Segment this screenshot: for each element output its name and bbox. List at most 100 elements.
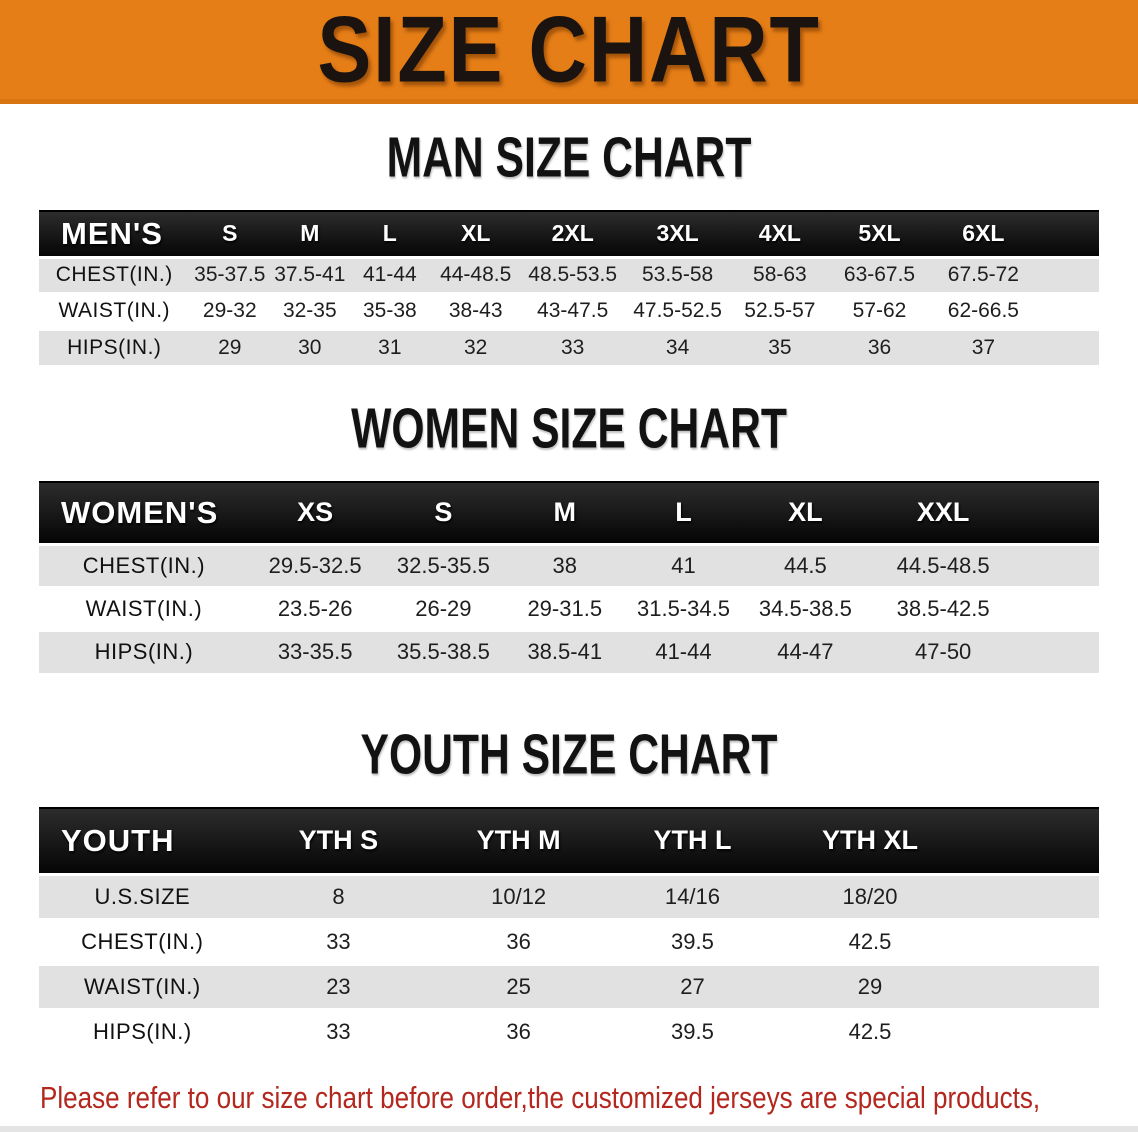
men-size-column-header: M xyxy=(270,210,350,259)
youth-section-heading: YOUTH SIZE CHART xyxy=(360,723,778,787)
size-value-cell: 44-47 xyxy=(742,628,868,673)
size-value-cell: 44-48.5 xyxy=(430,255,522,293)
size-value-cell: 26-29 xyxy=(381,585,506,630)
size-value-cell: 62-66.5 xyxy=(930,291,1037,329)
youth-header-row: YOUTH YTH S YTH M YTH L YTH XL xyxy=(39,807,1099,876)
size-value-cell: 35.5-38.5 xyxy=(381,628,506,673)
size-value-cell: 33 xyxy=(521,327,625,365)
size-value-cell: 35-38 xyxy=(349,291,431,329)
size-value-cell: 14/16 xyxy=(606,872,779,919)
size-value-cell: 41-44 xyxy=(349,255,431,293)
women-table-header: WOMEN'S XS S M L XL XXL xyxy=(39,481,1099,546)
women-table-row: HIPS(IN.) 33-35.5 35.5-38.5 38.5-41 41-44 44-… xyxy=(39,628,1099,673)
youth-size-column-header: YTH S xyxy=(245,807,432,876)
size-value-cell: 34 xyxy=(624,327,732,365)
women-size-table: WOMEN'S XS S M L XL XXL CHEST(IN.) 29.5-32.5 32.… xyxy=(39,481,1099,673)
size-value-cell: 33 xyxy=(245,917,432,964)
size-value-cell: 36 xyxy=(828,327,931,365)
size-value-cell: 35 xyxy=(731,327,829,365)
filler-cell xyxy=(1036,291,1099,329)
youth-corner-label: YOUTH xyxy=(39,807,246,876)
men-size-column-header: 5XL xyxy=(828,210,931,259)
size-value-cell: 32 xyxy=(430,327,522,365)
women-corner-label: WOMEN'S xyxy=(39,481,249,546)
filler-cell xyxy=(961,1007,1099,1054)
women-header-row: WOMEN'S XS S M L XL XXL xyxy=(39,481,1099,546)
women-table-row: WAIST(IN.) 23.5-26 26-29 29-31.5 31.5-34.5 34… xyxy=(39,585,1099,630)
measurement-row-label: CHEST(IN.) xyxy=(39,542,249,587)
measurement-row-label: WAIST(IN.) xyxy=(39,291,190,329)
measurement-row-label: WAIST(IN.) xyxy=(39,962,246,1009)
filler-cell xyxy=(1036,327,1099,365)
size-value-cell: 38-43 xyxy=(430,291,522,329)
men-table-row: CHEST(IN.) 35-37.5 37.5-41 41-44 44-48.5 48.5… xyxy=(39,255,1099,293)
size-value-cell: 23 xyxy=(245,962,432,1009)
women-size-column-header: L xyxy=(624,481,743,546)
size-value-cell: 48.5-53.5 xyxy=(521,255,625,293)
men-table-row: HIPS(IN.) 29 30 31 32 33 34 35 36 37 xyxy=(39,327,1099,365)
men-header-row: MEN'S S M L XL 2XL 3XL 4XL 5XL 6XL xyxy=(39,210,1099,259)
size-value-cell: 8 xyxy=(245,872,432,919)
men-section-heading: MAN SIZE CHART xyxy=(386,126,752,190)
youth-size-column-header: YTH XL xyxy=(778,807,962,876)
order-disclaimer: Please refer to our size chart before or… xyxy=(40,1078,1138,1132)
size-value-cell: 63-67.5 xyxy=(828,255,931,293)
filler-cell xyxy=(961,962,1099,1009)
youth-table-body: U.S.SIZE 8 10/12 14/16 18/20 CHEST(IN.) 33 36 39… xyxy=(39,872,1099,1054)
size-value-cell: 33 xyxy=(245,1007,432,1054)
women-table-body: CHEST(IN.) 29.5-32.5 32.5-35.5 38 41 44.5 44.5… xyxy=(39,542,1099,673)
women-size-column-header: XXL xyxy=(867,481,1019,546)
size-value-cell: 42.5 xyxy=(778,917,962,964)
size-value-cell: 44.5 xyxy=(742,542,868,587)
men-corner-label: MEN'S xyxy=(39,210,190,259)
men-size-column-header: 3XL xyxy=(624,210,732,259)
youth-table-row: HIPS(IN.) 33 36 39.5 42.5 xyxy=(39,1007,1099,1054)
size-value-cell: 38.5-41 xyxy=(505,628,625,673)
measurement-row-label: WAIST(IN.) xyxy=(39,585,249,630)
filler-cell xyxy=(961,872,1099,919)
size-value-cell: 43-47.5 xyxy=(521,291,625,329)
men-table-row: WAIST(IN.) 29-32 32-35 35-38 38-43 43-47.5 47.… xyxy=(39,291,1099,329)
youth-table-row: WAIST(IN.) 23 25 27 29 xyxy=(39,962,1099,1009)
size-value-cell: 29 xyxy=(189,327,271,365)
women-section-heading: WOMEN SIZE CHART xyxy=(351,397,787,461)
men-size-column-header: XL xyxy=(430,210,522,259)
men-size-column-header: 4XL xyxy=(731,210,829,259)
size-value-cell: 44.5-48.5 xyxy=(867,542,1019,587)
size-value-cell: 38.5-42.5 xyxy=(867,585,1019,630)
men-table-header: MEN'S S M L XL 2XL 3XL 4XL 5XL 6XL xyxy=(39,210,1099,259)
size-value-cell: 42.5 xyxy=(778,1007,962,1054)
size-value-cell: 32-35 xyxy=(270,291,350,329)
size-value-cell: 31 xyxy=(349,327,431,365)
size-value-cell: 34.5-38.5 xyxy=(742,585,868,630)
size-value-cell: 27 xyxy=(606,962,779,1009)
size-value-cell: 47.5-52.5 xyxy=(624,291,732,329)
measurement-row-label: CHEST(IN.) xyxy=(39,255,190,293)
youth-size-column-header: YTH L xyxy=(606,807,779,876)
size-value-cell: 36 xyxy=(431,1007,607,1054)
filler-cell xyxy=(1018,542,1099,587)
measurement-row-label: HIPS(IN.) xyxy=(39,1007,246,1054)
banner: SIZE CHART xyxy=(0,0,1138,104)
men-size-column-header: 2XL xyxy=(521,210,625,259)
size-value-cell: 31.5-34.5 xyxy=(624,585,743,630)
size-value-cell: 41 xyxy=(624,542,743,587)
size-value-cell: 36 xyxy=(431,917,607,964)
size-value-cell: 10/12 xyxy=(431,872,607,919)
youth-size-table: YOUTH YTH S YTH M YTH L YTH XL U.S.SIZE 8 10/1… xyxy=(39,807,1099,1054)
size-value-cell: 67.5-72 xyxy=(930,255,1037,293)
men-size-table: MEN'S S M L XL 2XL 3XL 4XL 5XL 6XL CHEST(IN.) 35-3… xyxy=(39,210,1099,365)
filler-cell xyxy=(1036,210,1099,259)
size-value-cell: 18/20 xyxy=(778,872,962,919)
size-value-cell: 37.5-41 xyxy=(270,255,350,293)
youth-table-header: YOUTH YTH S YTH M YTH L YTH XL xyxy=(39,807,1099,876)
women-size-column-header: S xyxy=(381,481,506,546)
size-value-cell: 35-37.5 xyxy=(189,255,271,293)
filler-cell xyxy=(1018,481,1099,546)
size-value-cell: 29-31.5 xyxy=(505,585,625,630)
men-size-column-header: L xyxy=(349,210,431,259)
size-value-cell: 39.5 xyxy=(606,917,779,964)
youth-table-row: CHEST(IN.) 33 36 39.5 42.5 xyxy=(39,917,1099,964)
filler-cell xyxy=(961,807,1099,876)
youth-size-section: YOUTH SIZE CHART YOUTH YTH S YTH M YTH L YTH… xyxy=(0,723,1138,1054)
